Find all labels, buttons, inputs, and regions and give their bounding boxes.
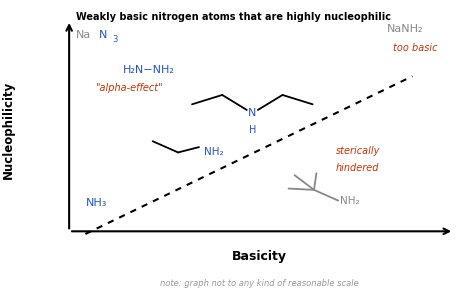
Text: Weakly basic nitrogen atoms that are highly nucleophilic: Weakly basic nitrogen atoms that are hig… (76, 12, 391, 22)
Text: note: graph not to any kind of reasonable scale: note: graph not to any kind of reasonabl… (160, 279, 359, 288)
Text: Na: Na (76, 30, 91, 40)
Text: H: H (249, 125, 256, 135)
Text: NH₃: NH₃ (85, 198, 107, 208)
Text: sterically: sterically (336, 146, 380, 156)
Text: NH₂: NH₂ (204, 147, 223, 158)
Text: N: N (248, 108, 256, 118)
Text: H₂N−NH₂: H₂N−NH₂ (122, 65, 174, 75)
Text: hindered: hindered (336, 164, 379, 173)
Text: N: N (99, 30, 108, 40)
Text: Basicity: Basicity (232, 250, 287, 264)
Text: 3: 3 (112, 35, 118, 44)
Text: NH₂: NH₂ (340, 196, 360, 206)
Text: too basic: too basic (393, 43, 438, 53)
Text: Nucleophilicity: Nucleophilicity (2, 81, 15, 179)
Text: "alpha-effect": "alpha-effect" (95, 83, 162, 93)
Text: NaNH₂: NaNH₂ (387, 24, 423, 35)
